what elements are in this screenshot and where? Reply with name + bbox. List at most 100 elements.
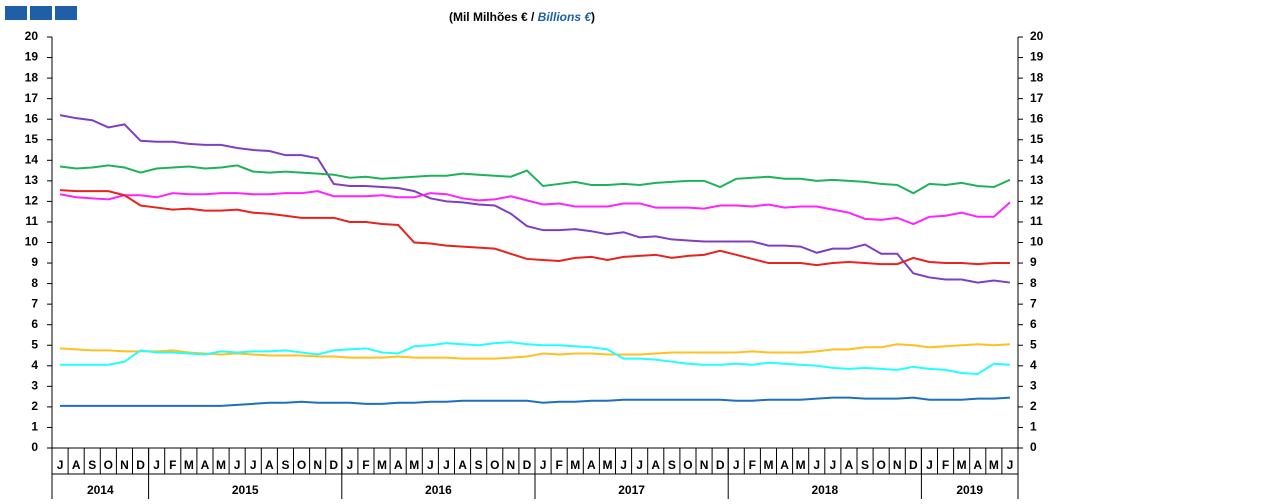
title-part: ) [591, 10, 595, 24]
x-tick-label: S [475, 458, 483, 472]
y-tick-label: 12 [25, 194, 39, 208]
x-tick-label: A [651, 458, 660, 472]
y-tick-label: 3 [31, 379, 38, 393]
x-tick-label: J [443, 458, 450, 472]
x-tick-label: O [683, 458, 692, 472]
y-tick-label: 16 [25, 111, 39, 125]
x-tick-label: A [780, 458, 789, 472]
x-tick-label: O [876, 458, 885, 472]
year-label: 2019 [956, 483, 983, 497]
x-tick-label: J [540, 458, 547, 472]
y-tick-label: 7 [31, 296, 38, 310]
x-tick-label: S [668, 458, 676, 472]
series-line [59, 164, 1011, 195]
x-tick-label: A [394, 458, 403, 472]
y-tick-label-right: 7 [1030, 296, 1037, 310]
y-tick-label: 10 [25, 235, 39, 249]
x-tick-label: M [602, 458, 612, 472]
series-line [59, 114, 1011, 284]
y-tick-label-right: 5 [1030, 337, 1037, 351]
icon-button[interactable] [5, 6, 27, 20]
y-tick-label-right: 6 [1030, 317, 1037, 331]
x-tick-label: M [796, 458, 806, 472]
x-tick-label: A [587, 458, 596, 472]
x-tick-label: S [861, 458, 869, 472]
x-tick-label: F [169, 458, 176, 472]
y-tick-label-right: 15 [1030, 132, 1044, 146]
y-tick-label-right: 1 [1030, 420, 1037, 434]
x-tick-label: D [909, 458, 918, 472]
x-tick-label: N [507, 458, 516, 472]
y-tick-label: 13 [25, 173, 39, 187]
y-tick-label: 8 [31, 276, 38, 290]
y-tick-label-right: 12 [1030, 194, 1044, 208]
x-tick-label: M [989, 458, 999, 472]
x-tick-label: J [926, 458, 933, 472]
x-tick-label: J [427, 458, 434, 472]
y-tick-label-right: 18 [1030, 70, 1044, 84]
icon-button[interactable] [55, 6, 77, 20]
x-tick-label: A [201, 458, 210, 472]
series-line [60, 341, 1011, 376]
y-tick-label: 1 [31, 420, 38, 434]
x-tick-label: J [636, 458, 643, 472]
y-tick-label-right: 8 [1030, 276, 1037, 290]
title-part: (Mil Milhões € / [449, 10, 538, 24]
y-tick-label: 9 [31, 255, 38, 269]
y-tick-label: 14 [25, 152, 39, 166]
x-tick-label: J [620, 458, 627, 472]
year-label: 2014 [87, 483, 114, 497]
y-tick-label-right: 13 [1030, 173, 1044, 187]
x-tick-label: A [265, 458, 274, 472]
year-label: 2016 [425, 483, 452, 497]
y-tick-label-right: 4 [1030, 358, 1037, 372]
x-tick-label: F [942, 458, 949, 472]
x-tick-label: J [234, 458, 241, 472]
y-tick-label-right: 16 [1030, 111, 1044, 125]
y-tick-label: 0 [31, 440, 38, 454]
x-tick-label: N [700, 458, 709, 472]
y-tick-label: 19 [25, 50, 39, 64]
y-tick-label-right: 3 [1030, 379, 1037, 393]
title-part: Billions € [538, 10, 593, 24]
x-tick-label: J [153, 458, 160, 472]
x-tick-label: N [893, 458, 902, 472]
x-tick-label: J [1007, 458, 1014, 472]
y-tick-label: 20 [25, 29, 39, 43]
x-tick-label: M [377, 458, 387, 472]
year-label: 2017 [618, 483, 645, 497]
x-tick-label: M [957, 458, 967, 472]
x-tick-label: J [250, 458, 257, 472]
y-tick-label: 11 [25, 214, 38, 228]
x-tick-label: O [297, 458, 306, 472]
series-line [59, 343, 1011, 360]
y-tick-label: 15 [25, 132, 39, 146]
y-tick-label: 18 [25, 70, 39, 84]
y-tick-label-right: 2 [1030, 399, 1037, 413]
y-tick-label-right: 10 [1030, 235, 1044, 249]
x-tick-label: A [72, 458, 81, 472]
icon-button[interactable] [30, 6, 52, 20]
y-tick-label-right: 11 [1030, 214, 1043, 228]
y-tick-label: 5 [31, 337, 38, 351]
x-tick-label: J [830, 458, 837, 472]
y-tick-label-right: 0 [1030, 440, 1037, 454]
y-tick-label: 17 [25, 91, 39, 105]
y-tick-label-right: 19 [1030, 50, 1044, 64]
x-tick-label: D [716, 458, 725, 472]
y-tick-label-right: 9 [1030, 255, 1037, 269]
x-tick-label: N [120, 458, 129, 472]
x-tick-label: S [281, 458, 289, 472]
x-tick-label: O [490, 458, 499, 472]
y-tick-label-right: 17 [1030, 91, 1044, 105]
y-tick-label-right: 14 [1030, 152, 1044, 166]
year-label: 2015 [232, 483, 259, 497]
x-tick-label: S [88, 458, 96, 472]
x-tick-label: O [104, 458, 113, 472]
series-line [60, 396, 1011, 407]
x-tick-label: M [184, 458, 194, 472]
x-tick-label: D [136, 458, 145, 472]
x-tick-label: F [555, 458, 562, 472]
x-tick-label: J [813, 458, 820, 472]
x-tick-label: M [763, 458, 773, 472]
